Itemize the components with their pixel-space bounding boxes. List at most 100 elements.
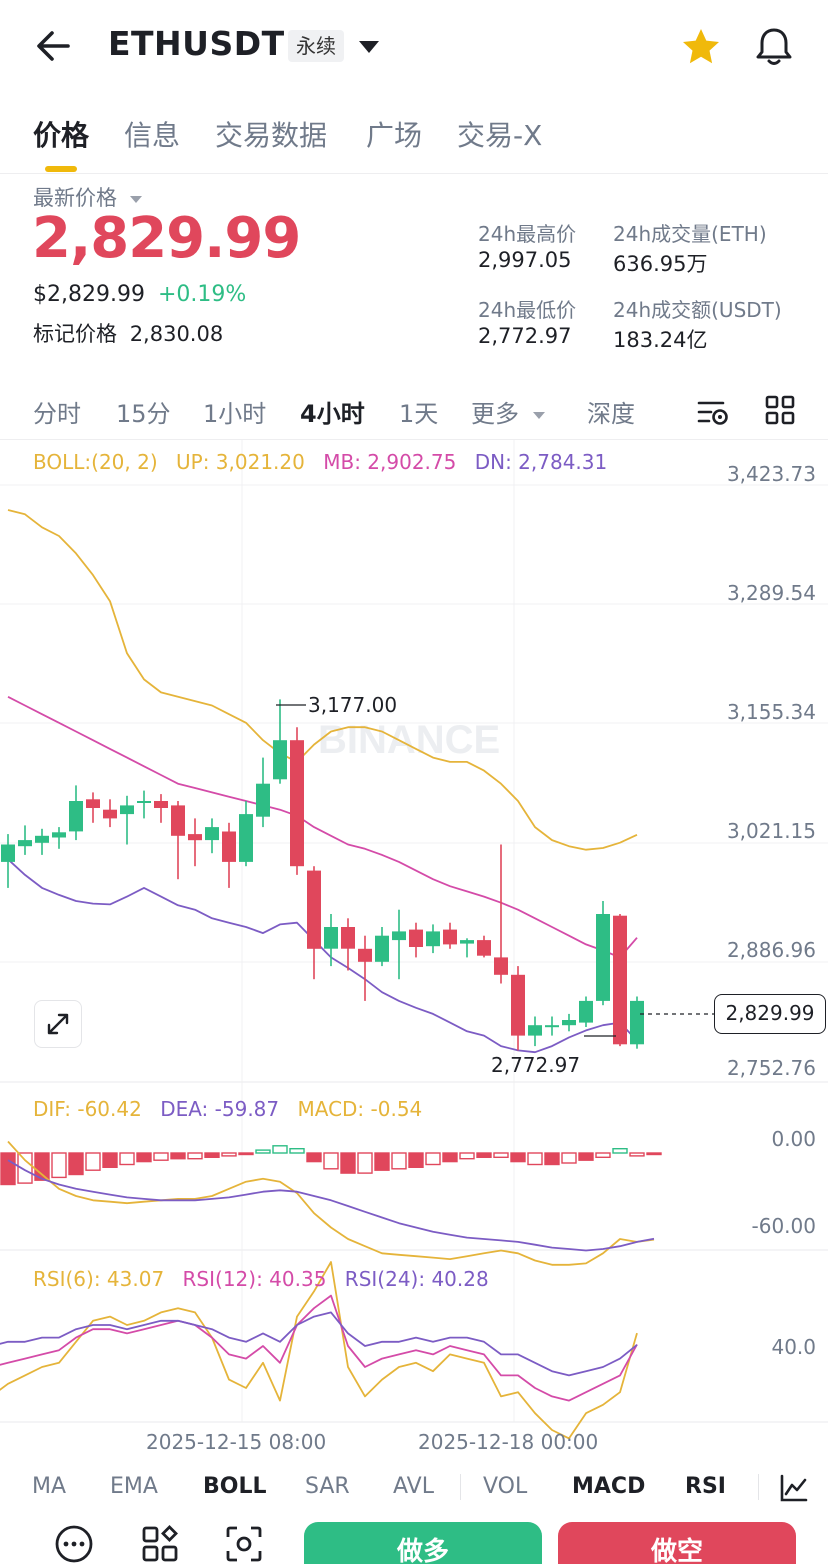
rsi-legend: RSI(6): 43.07 RSI(12): 40.35 RSI(24): 40…: [33, 1267, 489, 1291]
vol-eth-label: 24h成交量(ETH): [613, 222, 767, 246]
macd-bar: [374, 1152, 390, 1171]
boll-up-line: [7, 509, 638, 851]
caret-down-icon: [532, 412, 545, 419]
contract-type-badge: 永续: [288, 30, 344, 62]
macd-bar: [510, 1152, 526, 1163]
low-label: 24h最低价: [478, 298, 577, 322]
candle: [86, 799, 100, 808]
top-bar: ETHUSDT 永续: [0, 0, 828, 96]
macd-bar: [612, 1148, 628, 1154]
macd-bar: [136, 1152, 152, 1163]
back-arrow-icon[interactable]: [30, 22, 78, 70]
price-axis-label: 3,021.15: [726, 819, 816, 843]
candle: [528, 1025, 542, 1036]
macd-bar: [476, 1152, 492, 1159]
candle: [69, 801, 83, 832]
caret-down-icon: [129, 196, 142, 203]
candle: [613, 915, 627, 1045]
candle: [630, 1000, 644, 1045]
indicator-ma[interactable]: MA: [32, 1474, 67, 1499]
high-marker: 3,177.00: [308, 693, 397, 717]
last-price-label[interactable]: 最新价格: [33, 182, 144, 212]
kline-chart[interactable]: BINANCE 3,177.00 2,772.97: [0, 440, 828, 1462]
interval-more-label: 更多: [471, 400, 519, 428]
price-axis-label: 2,886.96: [726, 938, 816, 962]
macd-bar: [119, 1152, 135, 1166]
boll-mb: MB: 2,902.75: [323, 450, 457, 474]
interval-4h[interactable]: 4小时: [300, 400, 365, 428]
chart-gridlines: [0, 440, 828, 1423]
macd-bar: [442, 1152, 458, 1163]
long-button[interactable]: 做多: [304, 1522, 542, 1564]
indicator-vol[interactable]: VOL: [483, 1474, 528, 1499]
macd-bar: [51, 1152, 67, 1179]
macd-bar: [85, 1152, 101, 1171]
macd-bar: [272, 1145, 288, 1154]
mark-price-row: 标记价格 2,830.08: [33, 318, 223, 348]
time-axis-label: 2025-12-18 00:00: [418, 1430, 599, 1454]
star-icon[interactable]: [680, 26, 722, 68]
grid-layout-icon[interactable]: [764, 394, 796, 426]
boll-dn-line: [7, 858, 638, 1054]
indicator-ema[interactable]: EMA: [110, 1474, 158, 1499]
high-value: 2,997.05: [478, 248, 572, 272]
macd-dea: DEA: -59.87: [160, 1097, 280, 1121]
macd-bar: [238, 1152, 254, 1156]
short-button[interactable]: 做空: [558, 1522, 796, 1564]
indicator-sar[interactable]: SAR: [305, 1474, 350, 1499]
interval-1h[interactable]: 1小时: [203, 400, 267, 428]
indicator-boll[interactable]: BOLL: [203, 1474, 267, 1499]
interval-time[interactable]: 分时: [33, 400, 81, 428]
usd-price: $2,829.99: [33, 282, 145, 307]
macd-bar: [459, 1152, 475, 1160]
indicator-macd[interactable]: MACD: [572, 1474, 646, 1499]
tab-trading-data[interactable]: 交易数据: [215, 119, 328, 152]
tab-square[interactable]: 广场: [366, 119, 423, 152]
interval-depth[interactable]: 深度: [587, 400, 635, 428]
candle: [290, 740, 304, 867]
usd-price-row: $2,829.99 +0.19%: [33, 282, 246, 307]
last-price: 2,829.99: [32, 206, 301, 271]
last-price-label-text: 最新价格: [33, 186, 117, 210]
candle: [324, 927, 338, 949]
caret-down-icon[interactable]: [356, 38, 382, 56]
scan-icon[interactable]: [224, 1524, 264, 1564]
macd-bar: [408, 1152, 424, 1169]
apps-icon[interactable]: [140, 1524, 180, 1564]
candle: [120, 805, 134, 815]
bell-icon[interactable]: [752, 24, 796, 68]
price-axis-label: 3,289.54: [726, 581, 816, 605]
tab-price[interactable]: 价格: [33, 119, 90, 152]
symbol-title[interactable]: ETHUSDT: [108, 24, 285, 63]
indicator-avl[interactable]: AVL: [393, 1474, 434, 1499]
interval-more[interactable]: 更多: [471, 394, 547, 429]
candle: [494, 957, 508, 975]
macd-bar: [578, 1152, 594, 1161]
macd-bar: [561, 1152, 577, 1164]
tab-trade-x[interactable]: 交易-X: [457, 119, 543, 152]
macd-axis-label: 0.00: [771, 1127, 816, 1151]
boll-up: UP: 3,021.20: [176, 450, 305, 474]
candle: [579, 1000, 593, 1023]
candles: [1, 699, 644, 1051]
macd-bar: [493, 1152, 509, 1159]
chart-settings-icon[interactable]: [696, 396, 730, 428]
tab-info[interactable]: 信息: [124, 119, 181, 152]
candle: [426, 931, 440, 947]
boll-mb-line: [7, 695, 638, 959]
indicator-rsi[interactable]: RSI: [685, 1474, 726, 1499]
macd-bar: [646, 1152, 662, 1156]
interval-1d[interactable]: 1天: [399, 400, 439, 428]
interval-15m[interactable]: 15分: [116, 400, 171, 428]
macd-bar: [289, 1148, 305, 1154]
macd-bar: [204, 1152, 220, 1159]
main-tabs: 价格 信息 交易数据 广场 交易-X: [0, 96, 828, 174]
vol-usdt-label: 24h成交额(USDT): [613, 298, 782, 322]
more-icon[interactable]: [54, 1524, 94, 1564]
boll-dn: DN: 2,784.31: [474, 450, 608, 474]
expand-button[interactable]: [34, 1000, 82, 1048]
candle: [256, 783, 270, 817]
boll-lines: [7, 509, 638, 1054]
indicator-chart-icon[interactable]: [778, 1472, 810, 1504]
candle: [239, 814, 253, 862]
